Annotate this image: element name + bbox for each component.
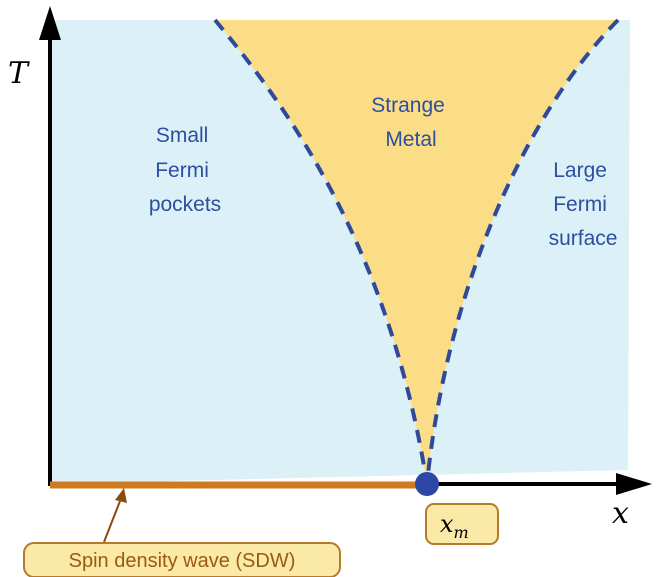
sdw-tag (23, 542, 341, 577)
critical-point (415, 472, 439, 496)
sdw-pointer-arrowhead (115, 488, 127, 503)
large-fermi-label: Large Fermi surface (549, 159, 618, 250)
left-crossover-line (213, 18, 429, 485)
strange-metal-label: Strange Metal (371, 94, 450, 151)
x-axis-label: x (612, 496, 629, 531)
strange-metal-region (215, 20, 618, 484)
y-axis-arrowhead (39, 6, 61, 40)
y-axis-label: T (8, 56, 30, 91)
x-axis-arrowhead (616, 473, 652, 495)
xm-tag (425, 503, 499, 545)
sdw-pointer-line (103, 495, 123, 543)
sdw-tag-label: Spin density wave (SDW) (69, 550, 296, 572)
small-fermi-label: Small Fermi pockets (149, 124, 221, 216)
xm-label: xm (440, 510, 469, 542)
